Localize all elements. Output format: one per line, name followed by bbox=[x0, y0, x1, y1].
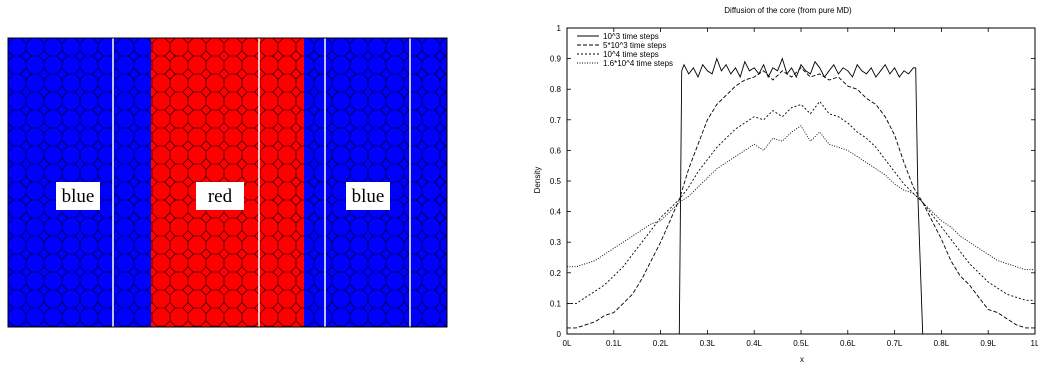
chart-title: Diffusion of the core (from pure MD) bbox=[724, 6, 852, 15]
plot-frame bbox=[566, 27, 1036, 335]
region-label-box bbox=[346, 182, 390, 210]
series-line-1 bbox=[567, 57, 1035, 335]
region-label-box bbox=[56, 182, 100, 210]
y-tick-label: 0.8 bbox=[550, 85, 562, 94]
y-tick-label: 1 bbox=[557, 24, 562, 33]
axis-ticks: 0L 0.1L 0.2L 0.3L 0.4L 0.5L 0.6L 0.7L 0.8L 0.9L 1L… bbox=[550, 24, 1038, 348]
legend-entry: 1.6*10^4 time steps bbox=[603, 59, 673, 68]
region-label-red: red bbox=[208, 186, 233, 207]
y-axis-label: Density bbox=[533, 167, 542, 194]
particle-lattice-figure: blue red blue bbox=[0, 0, 460, 365]
y-tick-label: 0.6 bbox=[550, 146, 562, 155]
lattice-border bbox=[7, 37, 448, 328]
x-tick-label: 0.5L bbox=[793, 339, 809, 348]
y-tick-label: 0.4 bbox=[550, 208, 562, 217]
y-tick-label: 0.1 bbox=[550, 299, 562, 308]
legend-entry: 5*10^3 time steps bbox=[603, 41, 666, 50]
legend-entry: 10^4 time steps bbox=[603, 50, 659, 59]
series-line-2 bbox=[567, 67, 1035, 329]
series-lines bbox=[567, 57, 1035, 335]
x-tick-label: 0.7L bbox=[887, 339, 903, 348]
y-tick-label: 0.2 bbox=[550, 269, 562, 278]
y-tick-label: 0.3 bbox=[550, 238, 562, 247]
region-label-blue-left: blue bbox=[62, 186, 95, 207]
x-tick-label: 0.6L bbox=[840, 339, 856, 348]
x-tick-label: 0.1L bbox=[606, 339, 622, 348]
x-tick-label: 0.9L bbox=[980, 339, 996, 348]
y-tick-label: 0.9 bbox=[550, 55, 562, 64]
x-tick-label: 0L bbox=[563, 339, 572, 348]
y-tick-label: 0.7 bbox=[550, 116, 562, 125]
x-tick-label: 0.2L bbox=[653, 339, 669, 348]
series-line-3 bbox=[567, 100, 1035, 304]
y-tick-label: 0 bbox=[557, 330, 562, 339]
x-tick-label: 0.4L bbox=[746, 339, 762, 348]
x-tick-label: 1L bbox=[1031, 339, 1038, 348]
y-tick-label: 0.5 bbox=[550, 177, 562, 186]
density-chart: Diffusion of the core (from pure MD) Den… bbox=[520, 0, 1038, 365]
region-label-blue-right: blue bbox=[352, 186, 385, 207]
legend-entry: 10^3 time steps bbox=[603, 32, 659, 41]
x-axis-label: x bbox=[800, 355, 804, 364]
region-label-box bbox=[196, 182, 244, 210]
chart-svg: Diffusion of the core (from pure MD) Den… bbox=[533, 6, 1038, 364]
series-line-4 bbox=[567, 125, 1035, 271]
lattice-svg: blue red blue bbox=[7, 37, 448, 328]
x-tick-label: 0.3L bbox=[700, 339, 716, 348]
x-tick-label: 0.8L bbox=[934, 339, 950, 348]
